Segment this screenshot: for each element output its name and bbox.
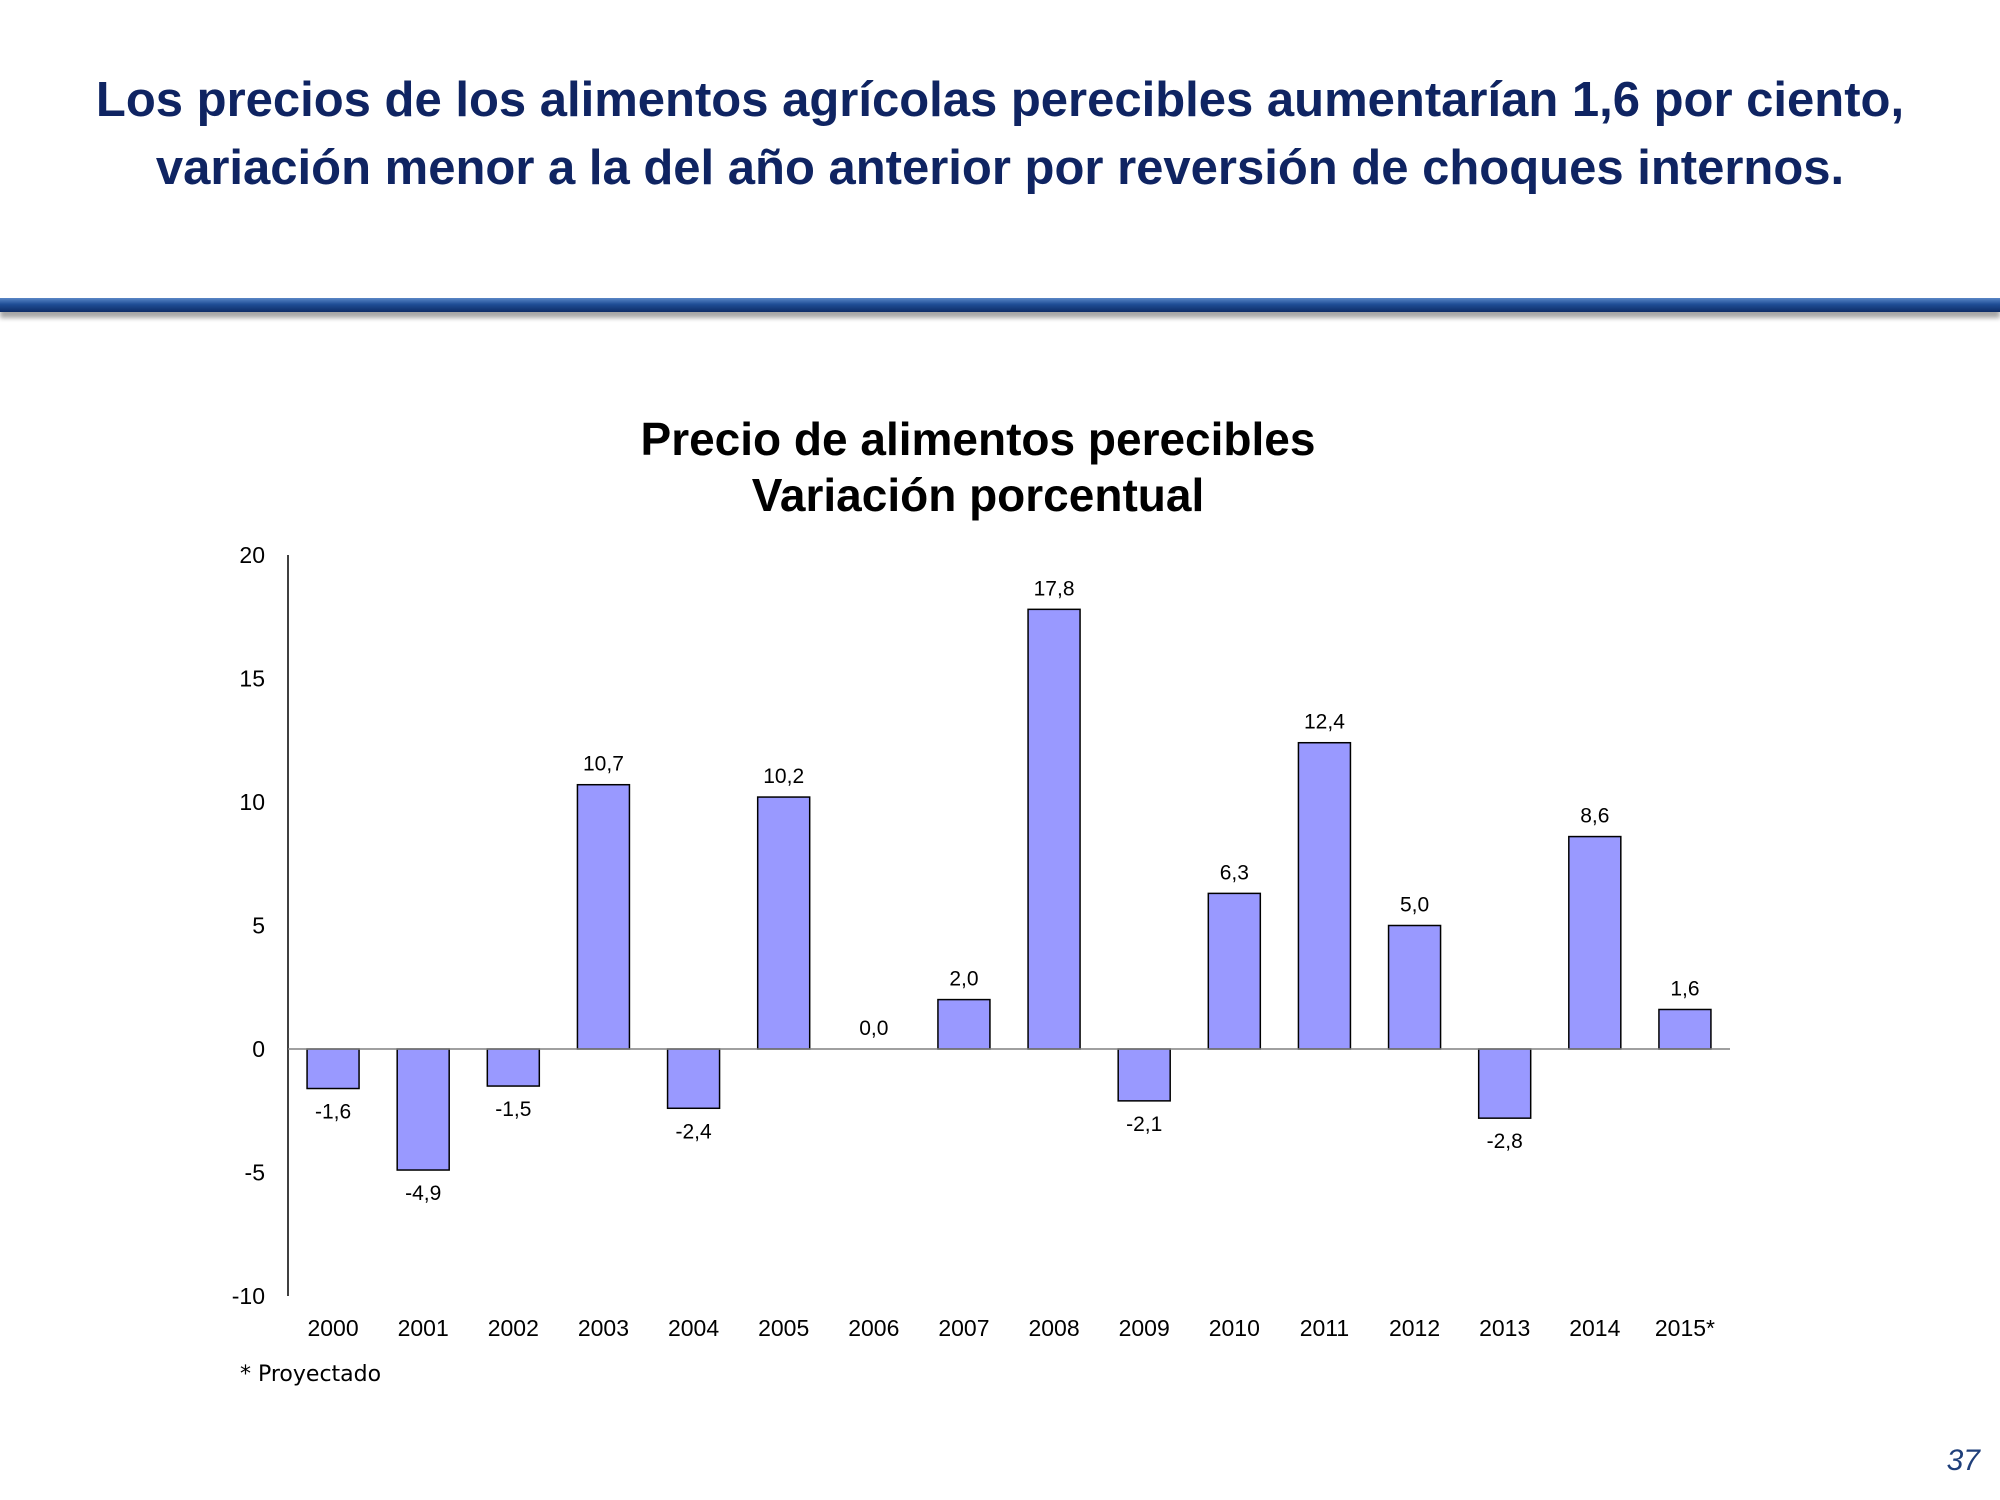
x-tick-label: 2012 <box>1389 1315 1440 1341</box>
bar-2003 <box>576 783 631 1050</box>
data-label-2002: -1,5 <box>495 1098 531 1121</box>
bar-2012 <box>1387 924 1442 1050</box>
y-tick-label: 5 <box>252 913 265 939</box>
data-label-2009: -2,1 <box>1126 1113 1162 1136</box>
data-label-2000: -1,6 <box>315 1101 351 1124</box>
x-tick-label: 2005 <box>758 1315 809 1341</box>
bars: -1,6 -4,9 -1,5 10,7 -2,4 10,2 0,0 2,0 17,8 -2,1 6,… <box>306 577 1712 1205</box>
data-label-2004: -2,4 <box>675 1120 712 1143</box>
x-tick-label: 2002 <box>488 1315 539 1341</box>
data-label-2008: 17,8 <box>1034 577 1075 600</box>
bar-2015* <box>1658 1008 1712 1050</box>
x-tick-label: 2008 <box>1028 1315 1079 1341</box>
bar-2010 <box>1207 892 1262 1050</box>
bar-2002 <box>486 1048 541 1087</box>
x-tick-label: 2010 <box>1209 1315 1260 1341</box>
page-number: 37 <box>1946 1444 1980 1477</box>
x-tick-label: 2006 <box>848 1315 899 1341</box>
x-tick-label: 2011 <box>1300 1315 1349 1341</box>
data-label-2012: 5,0 <box>1400 894 1429 917</box>
data-label-2015*: 1,6 <box>1670 977 1699 1000</box>
y-tick-label: 20 <box>239 542 265 568</box>
data-label-2005: 10,2 <box>763 765 804 788</box>
bar-2007 <box>937 998 991 1050</box>
x-tick-label: 2001 <box>398 1315 449 1341</box>
x-tick-label: 2004 <box>668 1315 719 1341</box>
data-label-2001: -4,9 <box>405 1182 441 1205</box>
slide-title: Los precios de los alimentos agrícolas p… <box>95 73 1905 195</box>
data-label-2006: 0,0 <box>859 1017 888 1040</box>
bar-2008 <box>1027 608 1081 1050</box>
y-tick-label: 0 <box>252 1036 265 1062</box>
x-tick-label: 2003 <box>578 1315 629 1341</box>
bar-2001 <box>396 1048 450 1171</box>
data-label-2003: 10,7 <box>583 753 624 776</box>
bar-2004 <box>666 1048 721 1110</box>
bar-2014 <box>1568 835 1622 1050</box>
x-tick-label: 2007 <box>938 1315 989 1341</box>
bar-2005 <box>756 796 811 1050</box>
chart-title-line-1: Precio de alimentos perecibles <box>641 413 1316 465</box>
y-tick-label: 15 <box>239 666 265 692</box>
chart-title-line-2: Variación porcentual <box>752 469 1204 521</box>
y-tick-label: -5 <box>245 1160 265 1186</box>
y-tick-label: 10 <box>239 789 265 815</box>
x-axis: 2000 2001 2002 2003 2004 2005 2006 2007 2008 2009… <box>288 1048 1730 1341</box>
data-label-2010: 6,3 <box>1220 861 1249 884</box>
data-label-2014: 8,6 <box>1580 805 1609 828</box>
chart-title: Precio de alimentos pereciblesVariación … <box>641 413 1316 521</box>
footnote: * Proyectado <box>240 1362 382 1387</box>
bar-2013 <box>1477 1048 1532 1119</box>
y-axis: 20 15 10 5 0 -5 -10 <box>232 542 289 1309</box>
data-label-2013: -2,8 <box>1487 1130 1523 1153</box>
x-tick-label: 2009 <box>1119 1315 1170 1341</box>
bar-2009 <box>1117 1048 1171 1102</box>
data-label-2011: 12,4 <box>1304 711 1345 734</box>
x-tick-label: 2013 <box>1479 1315 1530 1341</box>
bar-2000 <box>306 1048 360 1090</box>
x-tick-label: 2015* <box>1655 1315 1715 1341</box>
data-label-2007: 2,0 <box>949 968 978 991</box>
title-divider <box>0 298 2000 312</box>
bar-2011 <box>1297 741 1352 1050</box>
y-tick-label: -10 <box>232 1283 265 1309</box>
x-tick-label: 2014 <box>1569 1315 1620 1341</box>
x-tick-label: 2000 <box>307 1315 358 1341</box>
